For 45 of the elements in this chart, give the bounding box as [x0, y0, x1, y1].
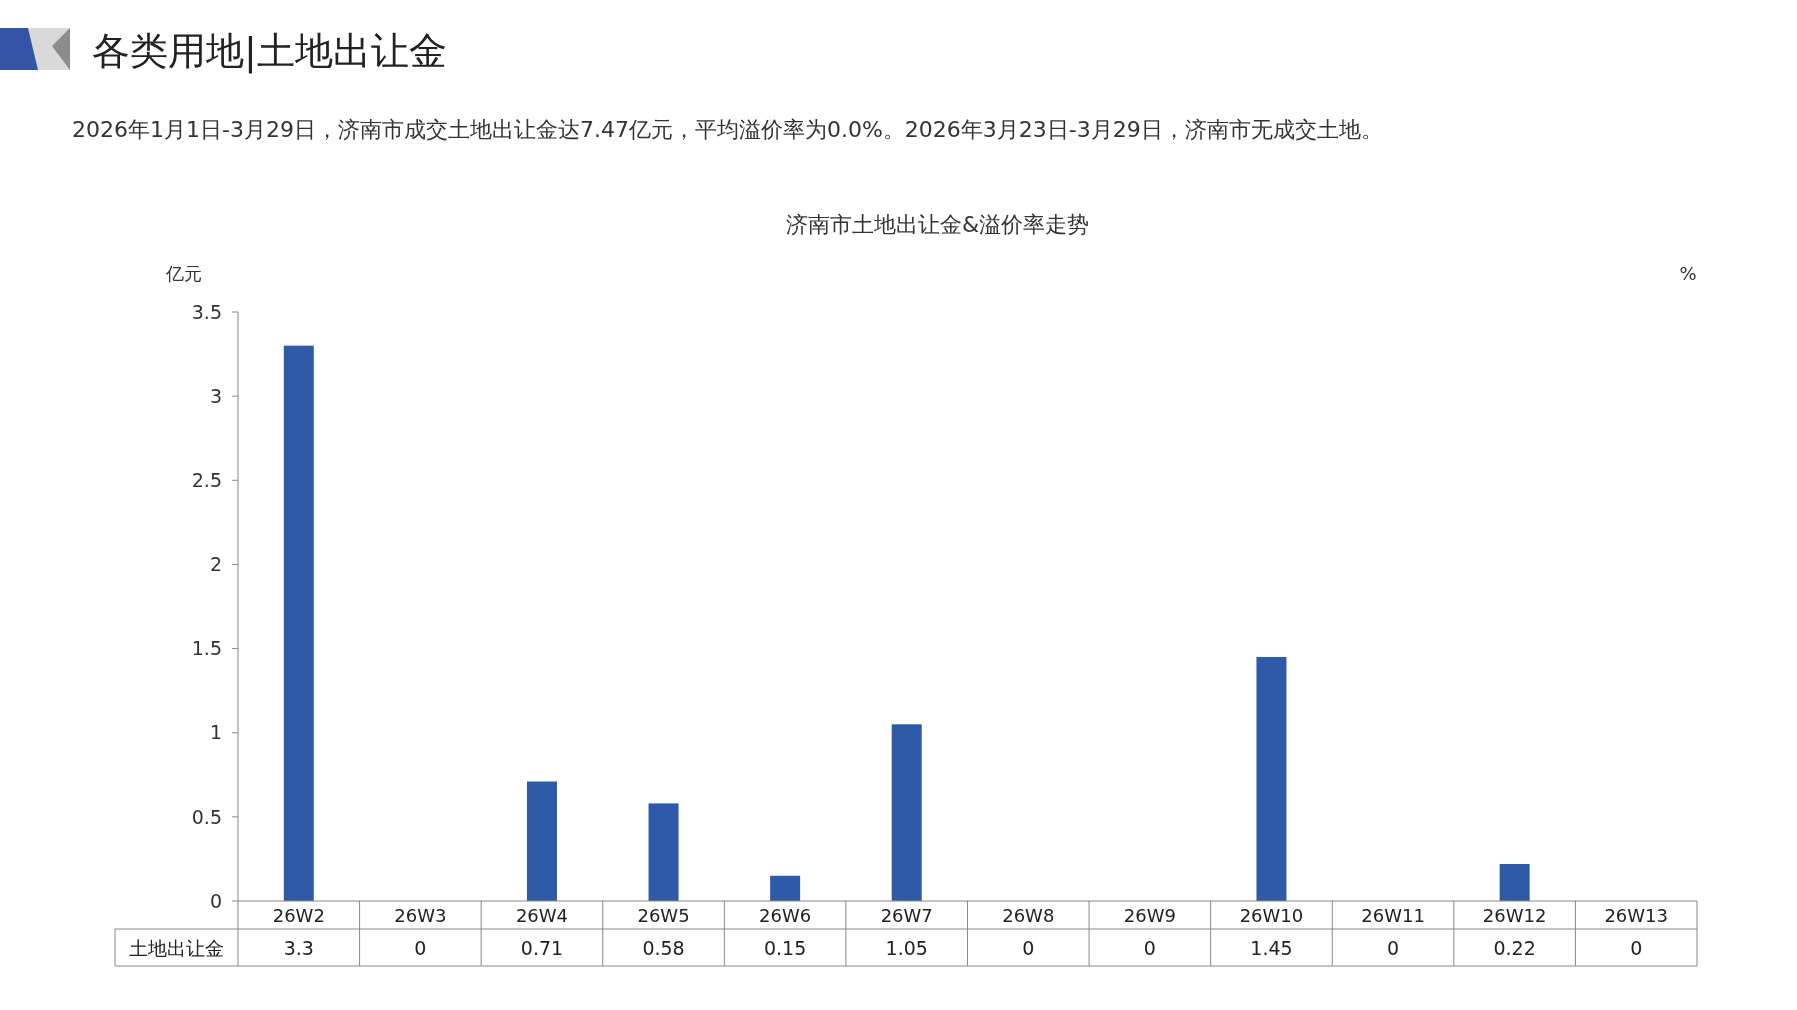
text: 各类用地|土地出让金 [92, 29, 447, 74]
text: 土地出让金 [129, 936, 224, 959]
bar [526, 781, 557, 901]
text: 2026年1月1日-3月29日，济南市成交土地出让金达7.47亿元，平均溢价率为0.0%。2026年3月23日-3月29日，济南市无成交土地。 [72, 117, 1383, 142]
data-label: 1.05 [885, 936, 928, 959]
y-axis-title: 亿元 [165, 263, 202, 284]
x-tick-label: 26W5 [637, 904, 690, 926]
bar [1256, 656, 1287, 901]
chart-title: 济南市土地出让金&溢价率走势 [785, 212, 1090, 237]
y-tick-label: 1 [209, 721, 222, 744]
x-tick-label: 26W4 [515, 904, 569, 926]
data-label: 3.3 [283, 936, 314, 959]
data-label: 0.15 [763, 936, 807, 959]
data-label: 0 [414, 936, 427, 959]
x-tick-label: 26W7 [880, 904, 933, 926]
y2-axis-title: % [1679, 263, 1697, 284]
data-label: 1.45 [1250, 936, 1293, 959]
x-tick-label: 26W13 [1604, 904, 1669, 926]
bar [1499, 863, 1530, 901]
y-tick-label: 0 [209, 889, 222, 912]
y-tick-label: 3 [209, 384, 222, 407]
bar [770, 875, 801, 901]
x-tick-label: 26W8 [1002, 904, 1055, 926]
y-tick-label: 2.5 [191, 468, 222, 491]
x-tick-label: 26W10 [1239, 904, 1304, 926]
y-tick-label: 2 [209, 553, 222, 576]
bar [891, 724, 922, 901]
x-tick-label: 26W3 [394, 904, 447, 926]
data-label: 0.58 [642, 936, 685, 959]
data-label: 0 [1386, 936, 1400, 959]
data-label: 0 [1143, 936, 1156, 959]
data-label: 0 [1630, 936, 1643, 959]
x-tick-label: 26W11 [1361, 904, 1425, 926]
data-label: 0.22 [1493, 936, 1536, 959]
bar [648, 803, 679, 901]
x-tick-label: 26W6 [759, 904, 812, 926]
y-tick-label: 0.5 [191, 805, 222, 828]
data-label: 0.71 [520, 936, 564, 959]
data-label: 0 [1022, 936, 1035, 959]
y-tick-label: 3.5 [191, 300, 222, 323]
x-tick-label: 26W12 [1482, 904, 1547, 926]
x-tick-label: 26W2 [272, 904, 325, 926]
x-tick-label: 26W9 [1123, 904, 1176, 926]
bar [283, 345, 314, 901]
y-tick-label: 1.5 [191, 637, 222, 660]
